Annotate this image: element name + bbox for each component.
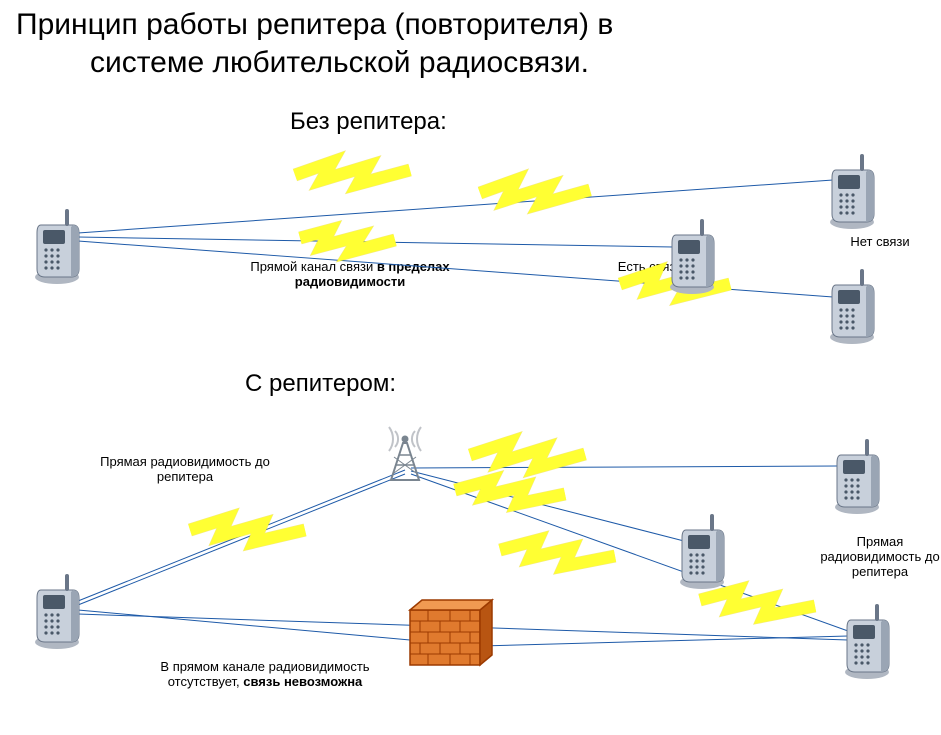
diagram-canvas <box>0 0 941 735</box>
radio-icon <box>830 269 874 344</box>
radio-icon <box>835 439 879 514</box>
lightning-icon <box>470 442 585 468</box>
wall-icon <box>410 600 492 665</box>
radio-icon <box>830 154 874 229</box>
signal-lines-without <box>78 180 833 297</box>
radio-icon <box>35 209 79 284</box>
radio-icon <box>680 514 724 589</box>
radio-icon <box>35 574 79 649</box>
radio-icon <box>845 604 889 679</box>
repeater-icon <box>389 427 421 480</box>
radio-icon <box>670 219 714 294</box>
